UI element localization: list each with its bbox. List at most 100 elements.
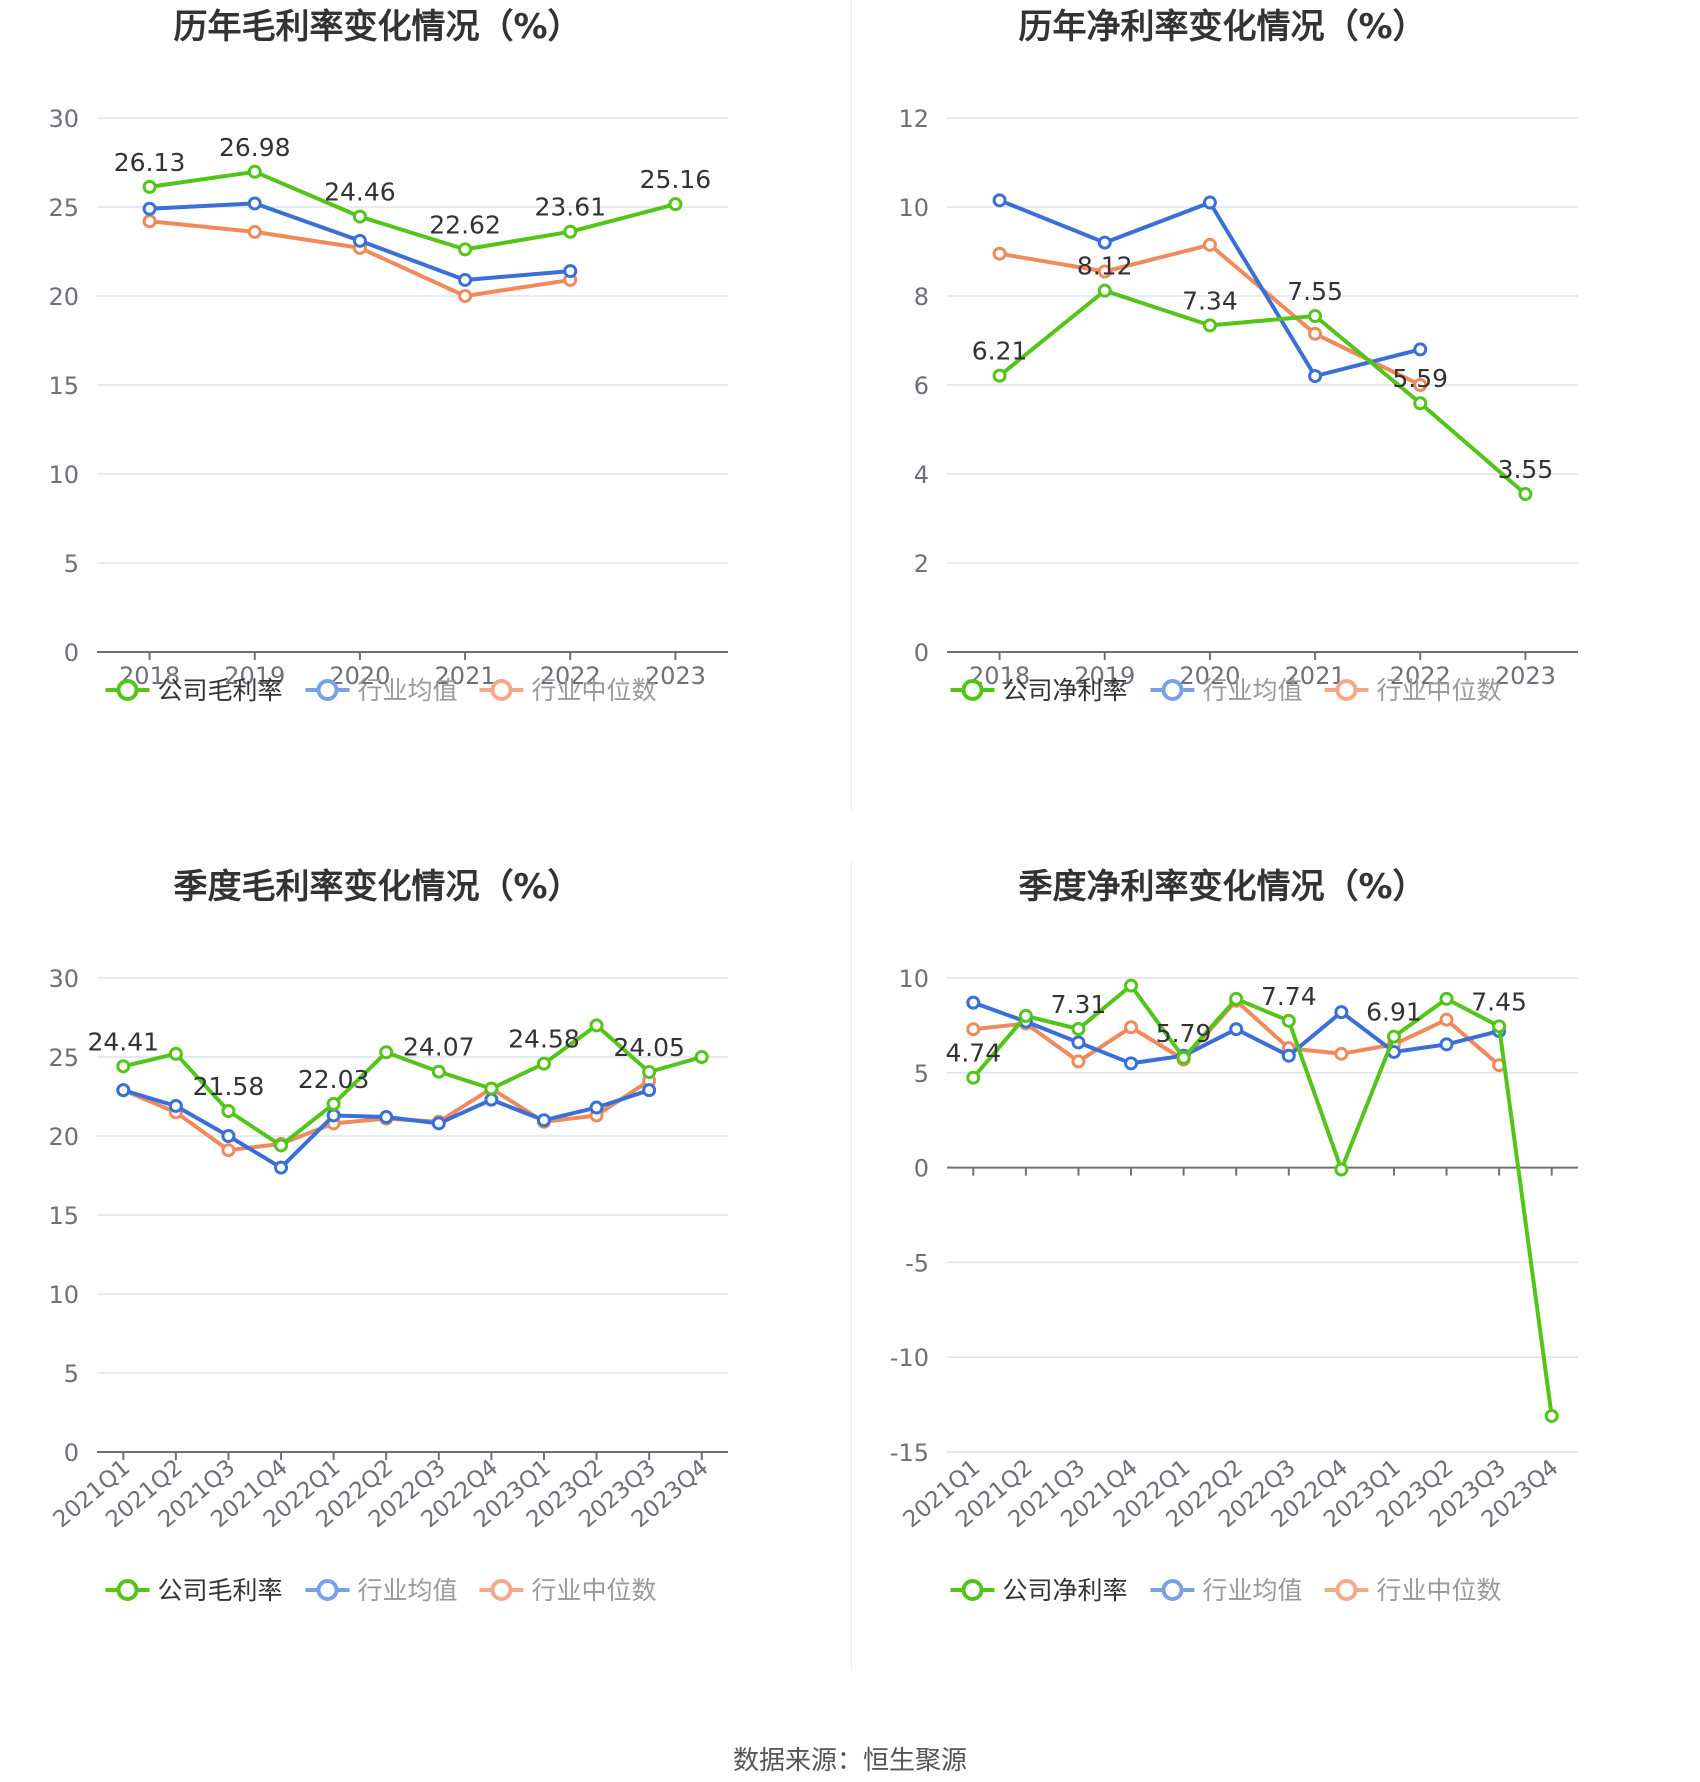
y-tick-label: 4 [914, 461, 929, 489]
legend-label: 行业中位数 [532, 1576, 657, 1605]
y-tick-label: 0 [914, 1155, 929, 1183]
data-point [274, 1160, 289, 1175]
data-point [431, 1064, 446, 1079]
chart-title: 季度净利率变化情况（%） [1018, 867, 1426, 907]
data-point [352, 209, 367, 224]
y-tick-label: -15 [890, 1439, 929, 1467]
data-label: 22.62 [429, 210, 501, 239]
y-tick-label: 10 [48, 461, 79, 489]
chart-title: 季度毛利率变化情况（%） [173, 867, 581, 907]
data-point [458, 272, 473, 287]
legend-item: 行业中位数 [1324, 1576, 1502, 1605]
data-point [966, 1070, 981, 1085]
legend-marker [316, 679, 339, 701]
data-point [221, 1143, 236, 1158]
data-point [563, 224, 578, 239]
y-tick-label: -5 [905, 1249, 929, 1277]
data-label: 24.46 [324, 178, 396, 207]
data-point [1439, 991, 1454, 1006]
data-point [1229, 1022, 1244, 1037]
data-point [484, 1092, 499, 1107]
data-point [589, 1018, 604, 1033]
legend-marker [961, 679, 984, 701]
data-point [1439, 1037, 1454, 1052]
data-point [642, 1065, 657, 1080]
data-point [1124, 978, 1139, 993]
y-tick-label: 30 [48, 965, 79, 993]
annual-net-margin-chart: 历年净利率变化情况（%） 0 2 4 6 8 10 12 2018 2019 2020 2021 202… [850, 0, 1700, 870]
data-label: 4.74 [945, 1039, 1001, 1068]
legend-item: 行业中位数 [479, 1576, 657, 1605]
data-point [168, 1098, 183, 1113]
data-point [1071, 1022, 1086, 1037]
data-label: 26.13 [114, 148, 186, 177]
legend-item: 行业中位数 [1324, 676, 1502, 705]
y-tick-label: 0 [64, 639, 79, 667]
series-line-0 [122, 1023, 703, 1148]
y-tick-label: 5 [64, 550, 79, 578]
data-source-note: 数据来源：恒生聚源 [732, 1746, 967, 1776]
legend-label: 行业均值 [1203, 676, 1303, 705]
data-label: 23.61 [534, 193, 606, 222]
data-point [1124, 1056, 1139, 1071]
quarterly-net-margin-chart: 季度净利率变化情况（%） -15 -10 -5 0 5 10 2021Q1 2021Q2 2021… [850, 860, 1700, 1730]
data-point [484, 1081, 499, 1096]
data-point [247, 224, 262, 239]
y-tick-label: 6 [914, 372, 929, 400]
legend-marker [1161, 679, 1184, 701]
x-tick-label: 2023 [1495, 662, 1556, 690]
data-point [1202, 318, 1217, 333]
legend-marker [116, 1579, 139, 1601]
y-tick-label: 15 [48, 1202, 79, 1230]
data-point [642, 1083, 657, 1098]
y-tick-label: 12 [898, 105, 929, 133]
legend-marker [490, 679, 513, 701]
series-line-0 [998, 288, 1527, 496]
y-tick-label: 5 [914, 1060, 929, 1088]
data-point [221, 1129, 236, 1143]
series-line-0 [149, 169, 676, 252]
data-point [142, 179, 157, 194]
divider-top [851, 0, 852, 810]
data-label: 8.12 [1077, 252, 1133, 281]
legend-item: 行业均值 [305, 1576, 458, 1605]
data-point [116, 1083, 131, 1098]
data-label: 6.21 [972, 337, 1028, 366]
data-point [1334, 1005, 1349, 1020]
data-point [1386, 1029, 1401, 1044]
legend-item: 行业均值 [1150, 676, 1303, 705]
legend-label: 行业中位数 [1377, 1576, 1502, 1605]
y-tick-label: 25 [48, 1044, 79, 1072]
data-point [1281, 1013, 1296, 1028]
chart-title: 历年净利率变化情况（%） [1018, 7, 1426, 47]
data-point [1124, 1020, 1139, 1035]
data-label: 7.31 [1051, 990, 1107, 1019]
data-point [536, 1056, 551, 1071]
data-label: 24.07 [403, 1033, 475, 1062]
data-label: 7.55 [1287, 277, 1343, 306]
x-tick-label: 2020 [329, 662, 390, 690]
legend-item: 公司净利率 [950, 676, 1128, 705]
data-label: 22.03 [298, 1065, 370, 1094]
data-point [992, 193, 1007, 208]
series-line-0 [971, 983, 1554, 1417]
data-point [589, 1100, 604, 1115]
data-point [142, 201, 157, 216]
y-tick-label: 0 [914, 639, 929, 667]
data-point [1413, 396, 1428, 411]
series-line-2 [149, 219, 571, 298]
data-point [992, 246, 1007, 261]
data-point [379, 1045, 394, 1060]
legend-marker [116, 679, 139, 701]
legend-marker [490, 1579, 513, 1601]
legend-label: 行业均值 [1203, 1576, 1303, 1605]
legend-label: 行业中位数 [532, 676, 657, 705]
data-point [1518, 487, 1533, 502]
data-point [1229, 991, 1244, 1006]
legend-marker [1335, 679, 1358, 701]
data-point [247, 164, 262, 179]
data-label: 24.58 [508, 1025, 580, 1054]
data-point [1439, 1012, 1454, 1027]
legend-marker [961, 1579, 984, 1601]
x-tick-label: 2019 [1074, 662, 1135, 690]
